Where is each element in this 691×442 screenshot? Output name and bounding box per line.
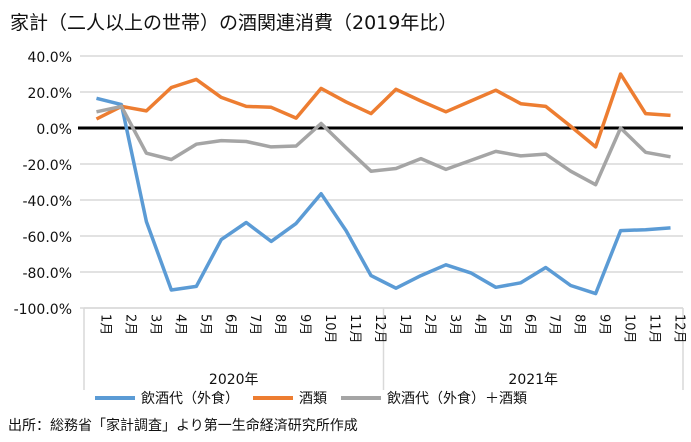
x-group-label: 2020年	[209, 372, 259, 388]
series-line-1	[95, 72, 671, 149]
source-note: 出所：総務省「家計調査」より第一生命経済研究所作成	[8, 418, 358, 434]
chart-title: 家計（二人以上の世帯）の酒関連消費（2019年比）	[10, 12, 458, 34]
y-tick-label: 40.0%	[28, 50, 72, 66]
x-tick-label: 1月	[97, 314, 112, 335]
x-tick-label: 4月	[172, 314, 187, 335]
x-tick-label: 6月	[522, 314, 537, 335]
x-tick-label: 12月	[372, 314, 387, 344]
y-tick-label: -80.0%	[22, 266, 72, 282]
legend-swatch	[253, 396, 293, 400]
y-tick-label: 20.0%	[28, 86, 72, 102]
x-tick-label: 2月	[122, 314, 137, 335]
x-tick-label: 8月	[272, 314, 287, 335]
x-tick-label: 2月	[422, 314, 437, 335]
legend-item: 酒類	[253, 388, 327, 408]
series-line-2	[96, 104, 671, 187]
x-tick-label: 6月	[222, 314, 237, 335]
x-tick-label: 12月	[672, 314, 687, 344]
x-tick-label: 9月	[597, 314, 612, 335]
x-tick-label: 5月	[197, 314, 212, 335]
x-tick-label: 3月	[147, 314, 162, 335]
x-tick-label: 10月	[322, 314, 337, 344]
y-tick-label: -60.0%	[22, 230, 72, 246]
x-tick-label: 10月	[622, 314, 637, 344]
legend-label: 飲酒代（外食）	[141, 391, 239, 407]
legend-item: 飲酒代（外食）＋酒類	[341, 388, 527, 408]
x-tick-label: 8月	[572, 314, 587, 335]
x-tick-label: 1月	[397, 314, 412, 335]
legend-swatch	[95, 396, 135, 400]
y-tick-label: -20.0%	[22, 158, 72, 174]
x-group-label: 2021年	[508, 372, 558, 388]
x-tick-label: 3月	[447, 314, 462, 335]
x-tick-label: 5月	[497, 314, 512, 335]
y-tick-label: 0.0%	[36, 122, 72, 138]
legend-item: 飲酒代（外食）	[95, 388, 239, 408]
legend-swatch	[341, 396, 381, 400]
x-tick-label: 9月	[297, 314, 312, 335]
x-tick-label: 11月	[647, 314, 662, 344]
series-line-0	[96, 96, 671, 296]
x-tick-label: 7月	[247, 314, 262, 335]
legend: 飲酒代（外食） 酒類 飲酒代（外食）＋酒類	[95, 388, 527, 408]
x-tick-label: 7月	[547, 314, 562, 335]
y-tick-label: -40.0%	[22, 194, 72, 210]
legend-label: 飲酒代（外食）＋酒類	[387, 391, 527, 407]
legend-label: 酒類	[299, 391, 327, 407]
x-tick-label: 4月	[472, 314, 487, 335]
x-tick-label: 11月	[347, 314, 362, 344]
y-tick-label: -100.0%	[14, 302, 72, 318]
